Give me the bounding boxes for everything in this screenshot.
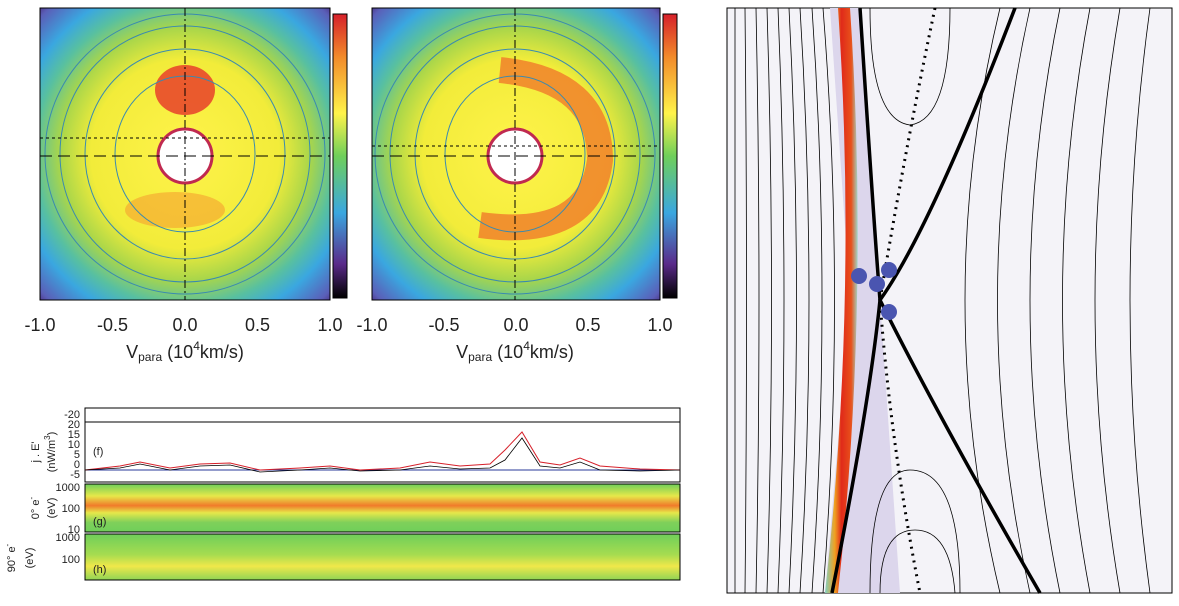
y-tick-label: 10	[68, 524, 80, 536]
y-axis-label: j . E'	[30, 441, 42, 463]
x-axis-label: Vpara (104km/s)	[456, 339, 574, 364]
y-tick-label: 15	[68, 429, 80, 441]
y-tick-label: 0	[74, 459, 80, 471]
y-tick-label: 1000	[56, 532, 80, 544]
y-tick-label: 20	[68, 419, 80, 431]
x-tick-label: 0.5	[245, 315, 270, 335]
x-tick-label: -1.0	[24, 315, 55, 335]
label-part: 4	[193, 339, 200, 353]
panel-label: (h)	[93, 564, 106, 576]
x-tick-label: -0.5	[97, 315, 128, 335]
distribution-panel	[39, 7, 348, 301]
timeseries-panel	[84, 407, 681, 581]
x-tick-label: 0.0	[503, 315, 528, 335]
x-tick-label: 0.0	[172, 315, 197, 335]
y-axis-unit: (eV)	[24, 548, 36, 569]
x-tick-label: -0.5	[428, 315, 459, 335]
label-part: V	[126, 342, 138, 362]
label-part: km/s)	[530, 342, 574, 362]
x-tick-label: -1.0	[356, 315, 387, 335]
y-axis-label: 90° e-	[3, 543, 18, 572]
distribution-panel	[371, 7, 678, 301]
label-part: para	[138, 350, 162, 364]
label-part: V	[456, 342, 468, 362]
label-part: (nW/m	[46, 440, 58, 472]
label-part: para	[468, 350, 492, 364]
y-tick-label: -5	[70, 469, 80, 481]
y-axis-unit: (nW/m3)	[43, 432, 58, 473]
y-tick-label: 1000	[56, 482, 80, 494]
label-part: 4	[523, 339, 530, 353]
label-part: (10	[492, 342, 523, 362]
x-axis-label: Vpara (104km/s)	[126, 339, 244, 364]
label-part: (10	[162, 342, 193, 362]
panel-label: (f)	[93, 446, 103, 458]
label-part: 90° e	[6, 546, 18, 572]
x-tick-label: 0.5	[575, 315, 600, 335]
panel-label: (g)	[93, 516, 106, 528]
y-tick-label: 100	[62, 554, 80, 566]
label-part: 0° e	[30, 499, 42, 519]
y-tick-label: 10	[68, 439, 80, 451]
label-part: -	[27, 496, 36, 499]
y-tick-label: 100	[62, 503, 80, 515]
y-axis-unit: (eV)	[46, 498, 58, 519]
y-tick-label: -20	[64, 409, 80, 421]
label-part: )	[46, 432, 58, 436]
label-part: 3	[43, 435, 52, 440]
x-tick-label: 1.0	[317, 315, 342, 335]
y-axis-label: 0° e-	[27, 496, 42, 519]
x-tick-label: 1.0	[647, 315, 672, 335]
label-part: -	[3, 543, 12, 546]
y-tick-label: 5	[74, 449, 80, 461]
label-part: km/s)	[200, 342, 244, 362]
simulation-panel	[726, 7, 1173, 594]
